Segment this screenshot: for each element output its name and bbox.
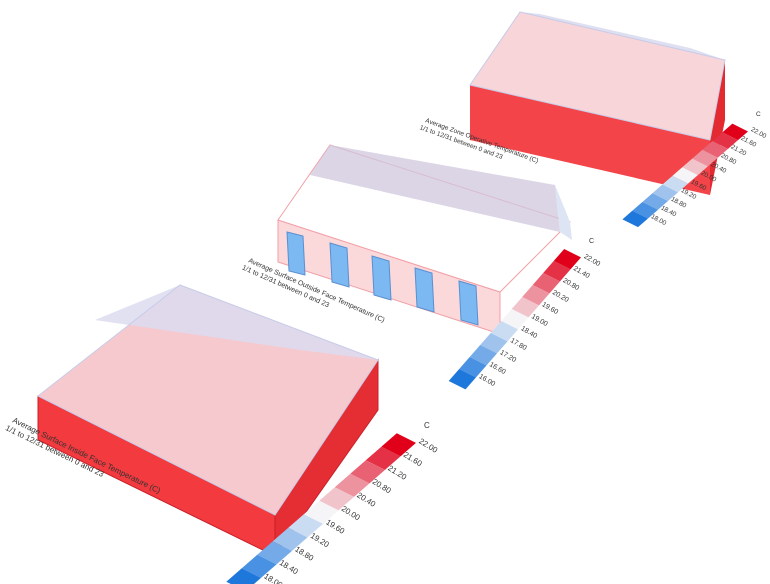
zone-box	[469, 11, 726, 195]
legend-swatch	[469, 345, 497, 366]
legend-label: 20.80	[720, 152, 738, 166]
legend-swatch	[459, 357, 487, 378]
legend-swatch	[350, 460, 385, 484]
legend-label: 22.00	[583, 253, 602, 268]
legend-swatch	[272, 527, 308, 551]
legend-label: 18.80	[670, 196, 688, 210]
legend-swatch	[553, 249, 581, 270]
legend-label: 21.60	[402, 450, 424, 469]
legend-label: 18.80	[293, 545, 315, 564]
legend-swatch	[712, 132, 738, 149]
surface-inside-box	[37, 284, 379, 558]
legend-label: 21.20	[386, 464, 408, 483]
legend-swatch	[702, 141, 728, 158]
legend-label: 18.40	[660, 205, 678, 219]
legend-swatch	[381, 433, 416, 457]
legend-swatch	[288, 514, 323, 538]
legend-label: 21.40	[572, 265, 591, 280]
legend-label: 18.40	[278, 558, 300, 577]
legend-swatch	[490, 321, 518, 342]
legend-swatch	[543, 261, 571, 282]
legend-label: 20.40	[355, 491, 377, 510]
legend-unit: C	[589, 238, 594, 245]
legend-swatch	[480, 333, 508, 354]
legend-swatch	[672, 167, 698, 184]
legend-label: 21.20	[730, 144, 748, 158]
legend-swatch	[257, 541, 292, 565]
legend-swatch	[632, 201, 658, 219]
legend-unit: C	[756, 111, 761, 118]
legend-label: 19.00	[530, 313, 549, 328]
legend-label: 22.00	[750, 126, 768, 140]
legend-swatch	[692, 149, 718, 167]
legend-swatch	[334, 473, 370, 497]
legend-swatch	[662, 175, 688, 193]
legend-label: 18.40	[520, 325, 539, 340]
legend-label: 20.80	[562, 277, 581, 292]
surface-outside-box	[277, 144, 572, 335]
legend-label: 17.20	[499, 349, 518, 364]
legend-swatch	[652, 184, 678, 202]
legend-swatch	[622, 210, 648, 228]
legend-unit: C	[424, 421, 430, 430]
legend-swatch	[522, 285, 550, 306]
legend-swatch	[511, 297, 539, 318]
legend-swatch	[448, 369, 476, 390]
legend-label: 17.80	[509, 337, 528, 352]
legend-label: 18.00	[262, 572, 284, 584]
legend-label: 16.60	[488, 361, 507, 376]
legend-label: 19.20	[309, 531, 331, 550]
legend-swatch	[365, 446, 401, 470]
legend-swatch	[722, 123, 748, 141]
legend-swatch	[241, 554, 277, 578]
legend-label: 20.80	[371, 477, 393, 496]
legend-swatch	[319, 487, 354, 511]
legend-swatch	[532, 273, 560, 294]
legend-swatch	[682, 158, 708, 175]
legend-label: 20.00	[340, 504, 362, 523]
legend-label: 21.60	[740, 135, 758, 149]
legend-label: 22.00	[417, 437, 439, 456]
legend-swatch	[501, 309, 529, 330]
legend-label: 18.00	[650, 213, 668, 227]
legend-label: 16.00	[478, 373, 497, 388]
legend-swatch	[303, 500, 339, 524]
legend-label: 20.20	[551, 289, 570, 304]
legend-label: 19.60	[541, 301, 560, 316]
legend-label: 19.60	[324, 518, 346, 537]
legend-swatch	[642, 193, 668, 210]
legend-swatch	[226, 568, 261, 584]
